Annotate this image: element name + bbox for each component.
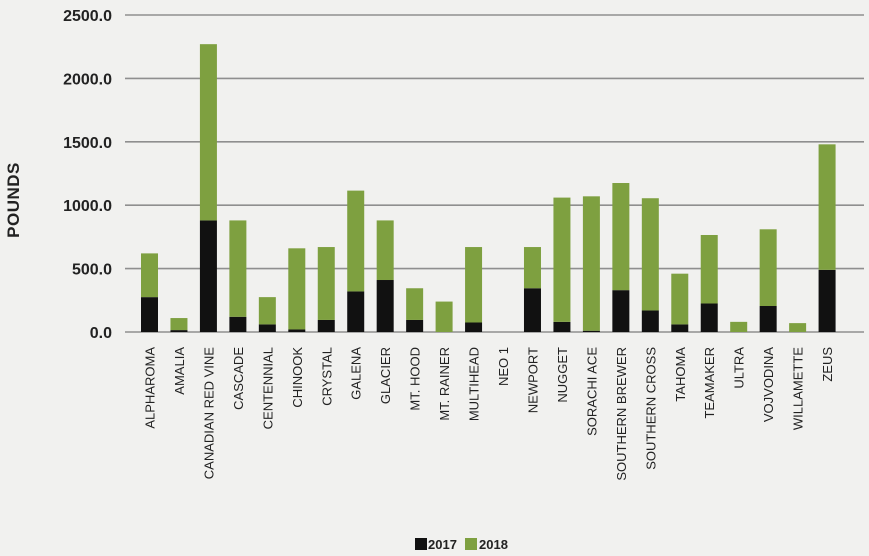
y-tick-label: 2500.0 [63,8,112,25]
bars [141,44,836,332]
bar-2017 [553,321,571,332]
x-category-label: ULTRA [732,347,747,389]
bar-2018 [229,220,247,317]
x-category-label: AMALIA [172,347,187,395]
bar-2018 [170,318,188,331]
bar-2017 [288,329,306,332]
x-category-label: SORACHI ACE [584,347,599,436]
legend-label-2017: 2017 [428,537,457,552]
x-category-label: NUGGET [555,347,570,403]
bar-2017 [759,306,777,332]
x-category-label: CASCADE [231,347,246,410]
bar-2017 [258,324,276,332]
bar-2017 [582,330,600,332]
x-category-label: ALPHAROMA [143,347,158,429]
bar-2018 [376,220,394,281]
bar-2017 [612,290,630,332]
bar-2018 [141,253,158,298]
y-axis-label: POUNDS [4,162,23,238]
legend: 2017 2018 [415,537,508,552]
bar-2018 [818,144,836,270]
bar-2017 [199,220,217,332]
bar-2018 [199,44,217,221]
bar-2017 [700,303,718,332]
bar-2018 [700,234,718,304]
bar-2018 [582,196,600,331]
bar-2017 [641,310,659,332]
x-category-label: CRYSTAL [319,347,334,406]
bar-2018 [347,190,365,292]
bar-2018 [553,197,571,322]
x-category-label: CENTENNIAL [260,347,275,429]
bar-2018 [641,198,659,311]
x-category-label: SOUTHERN BREWER [614,347,629,481]
x-category-label: CHINOOK [290,347,305,408]
x-category-label: NEWPORT [525,347,540,413]
x-category-label: CANADIAN RED VINE [201,347,216,480]
bar-2018 [759,229,777,307]
bar-2018 [317,247,335,320]
x-category-label: VOJVODINA [761,347,776,422]
legend-swatch-2018 [465,538,477,550]
bar-2018 [258,297,276,325]
x-category-label: TAHOMA [673,347,688,402]
bar-2017 [671,324,689,332]
bar-2017 [465,322,483,332]
x-category-label: MT. RAINER [437,347,452,421]
bar-2018 [465,247,483,323]
bar-2018 [288,248,306,330]
bar-2018 [406,288,424,320]
x-category-label: ZEUS [820,347,835,382]
y-tick-label: 1000.0 [63,198,112,215]
bar-2017 [347,291,365,332]
y-axis-ticks: 0.0 500.0 1000.0 1500.0 2000.0 2500.0 [63,8,112,342]
legend-label-2018: 2018 [479,537,508,552]
bar-2017 [317,319,335,332]
bar-2017 [229,316,247,332]
y-tick-label: 0.0 [90,325,112,342]
y-tick-label: 1500.0 [63,135,112,152]
x-category-label: GLACIER [378,347,393,404]
bar-2018 [730,321,748,332]
x-category-label: MULTIHEAD [467,347,482,421]
x-category-label: GALENA [349,347,364,400]
bar-2017 [141,297,158,332]
bar-2018 [435,301,453,332]
bar-2017 [170,330,188,332]
x-category-label: TEAMAKER [702,347,717,419]
x-category-label: WILLAMETTE [791,347,806,430]
bar-2017 [376,280,394,332]
y-tick-label: 2000.0 [63,71,112,88]
x-category-label: NEO 1 [496,347,511,386]
bar-2018 [612,183,630,291]
legend-swatch-2017 [415,538,427,550]
bar-2017 [406,319,424,332]
bar-2018 [671,273,689,325]
x-category-label: SOUTHERN CROSS [643,347,658,470]
bar-2017 [523,288,541,332]
y-tick-label: 500.0 [72,262,112,279]
bar-2017 [818,269,836,332]
bar-2018 [523,247,541,289]
x-axis-categories: ALPHAROMA AMALIA CANADIAN RED VINE CASCADE C… [143,347,836,481]
bar-2018 [789,323,807,332]
x-category-label: MT. HOOD [408,347,423,411]
